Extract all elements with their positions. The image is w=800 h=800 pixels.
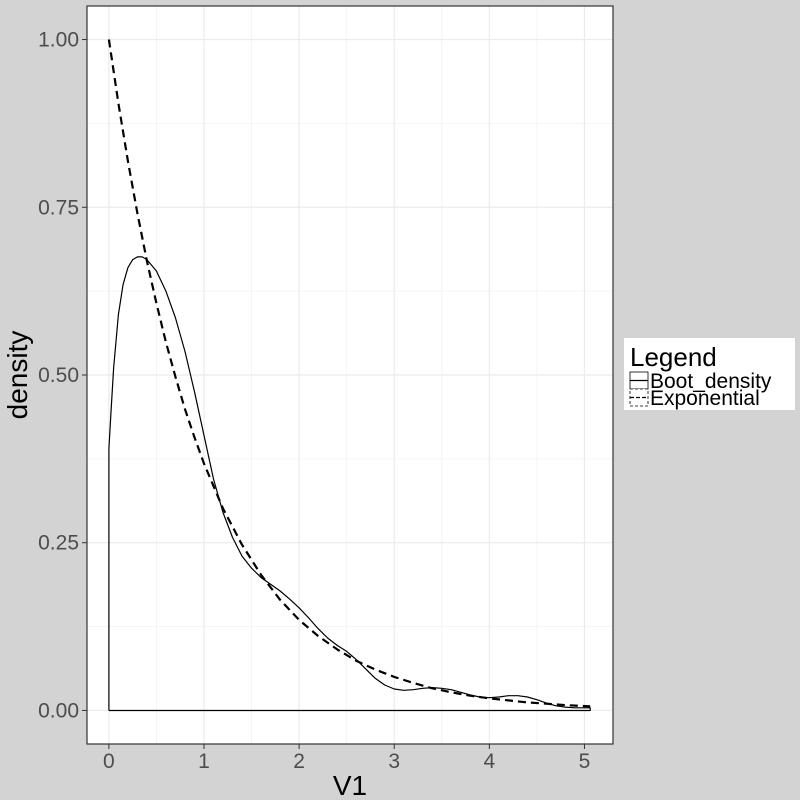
x-tick-label: 4 [484,750,496,773]
y-tick-label: 0.00 [38,699,79,722]
x-tick-label: 5 [579,750,591,773]
legend-label-boot-density: Boot_density [650,370,772,393]
axis-ticks: 0 1 2 3 4 5 0.00 0.25 0.50 0.75 1.00 [38,29,590,773]
legend-item-exponential: Exponential [629,387,760,410]
y-tick-label: 1.00 [38,29,79,52]
series-lines [107,39,591,712]
y-axis-title: density [2,331,33,420]
legend-title: Legend [630,342,717,372]
legend-item-boot-density: Boot_density [629,370,772,393]
legend-label-exponential: Exponential [650,387,760,410]
x-tick-label: 1 [198,750,210,773]
legend: Legend Boot_density Exponential [624,338,795,410]
x-tick-label: 2 [293,750,305,773]
y-tick-label: 0.25 [38,532,79,555]
x-tick-label: 3 [388,750,400,773]
x-axis-title: V1 [333,770,367,800]
y-tick-label: 0.50 [38,364,79,387]
legend-box [624,338,795,410]
x-tick-label: 0 [103,750,115,773]
y-tick-label: 0.75 [38,196,79,219]
